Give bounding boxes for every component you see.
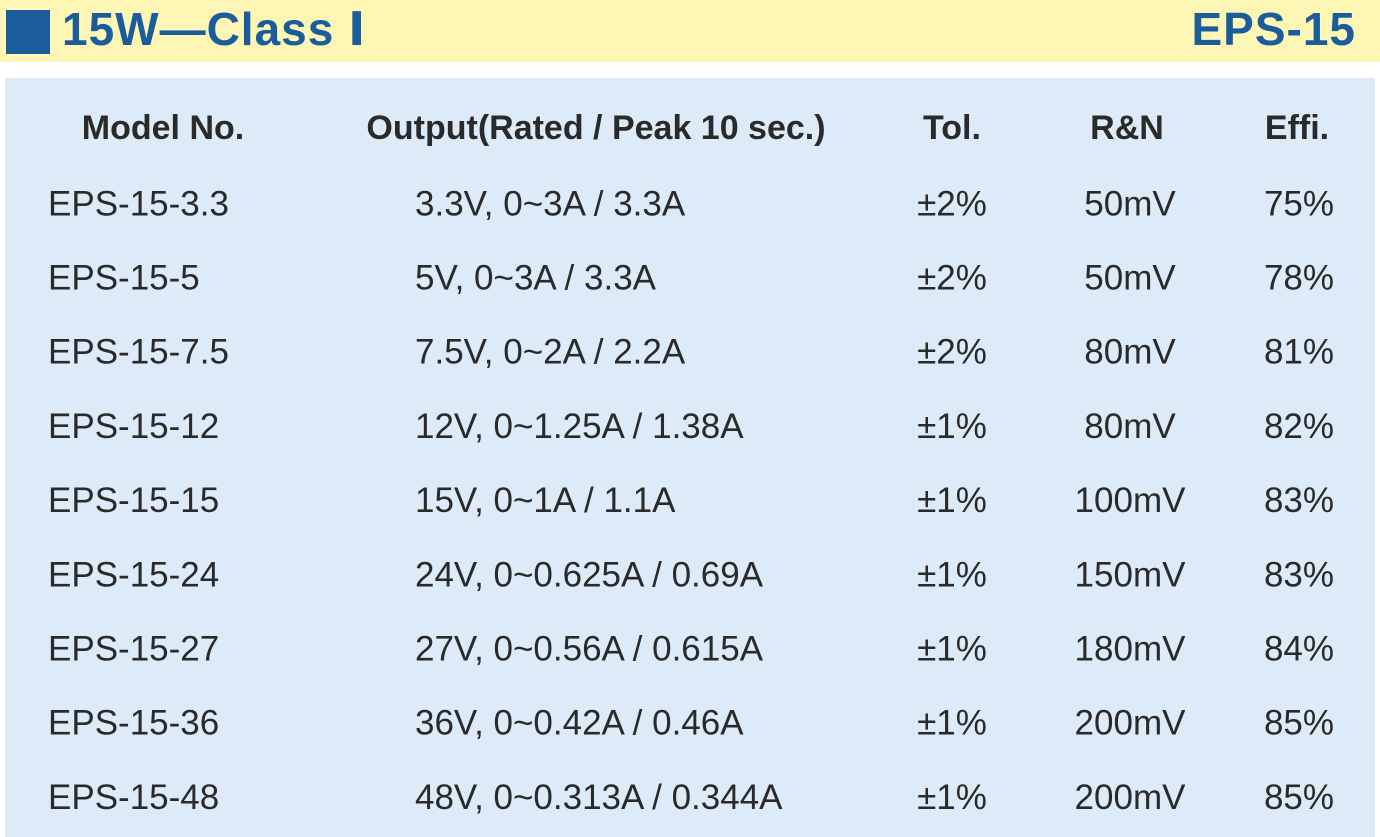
column-header: Tol. bbox=[923, 109, 981, 147]
output-cell: 7.5V, 0~2A / 2.2A bbox=[415, 333, 686, 372]
efficiency-cell: 83% bbox=[1264, 481, 1334, 520]
model-no-cell: EPS-15-7.5 bbox=[48, 333, 229, 372]
output-cell: 36V, 0~0.42A / 0.46A bbox=[415, 704, 744, 743]
model-no-cell: EPS-15-5 bbox=[48, 258, 200, 297]
ripple-noise-cell: 200mV bbox=[1075, 778, 1187, 817]
efficiency-cell: 78% bbox=[1264, 258, 1334, 297]
output-cell: 12V, 0~1.25A / 1.38A bbox=[415, 407, 744, 446]
column-header: R&N bbox=[1090, 109, 1164, 147]
ripple-noise-cell: 80mV bbox=[1084, 333, 1176, 372]
model-no-cell: EPS-15-48 bbox=[48, 778, 219, 817]
tolerance-cell: ±2% bbox=[917, 258, 987, 297]
tolerance-cell: ±1% bbox=[917, 481, 987, 520]
column-header: Effi. bbox=[1265, 109, 1329, 147]
header-title: 15W—Class Ⅰ bbox=[62, 3, 366, 55]
table-panel bbox=[5, 78, 1375, 837]
tolerance-cell: ±1% bbox=[917, 629, 987, 668]
efficiency-cell: 82% bbox=[1264, 407, 1334, 446]
header-band bbox=[0, 0, 1380, 62]
spec-table: Model No. Output(Rated / Peak 10 sec.) Tol… bbox=[48, 109, 1334, 817]
model-no-cell: EPS-15-3.3 bbox=[48, 184, 229, 223]
efficiency-cell: 83% bbox=[1264, 555, 1334, 594]
tolerance-cell: ±1% bbox=[917, 704, 987, 743]
model-no-cell: EPS-15-24 bbox=[48, 555, 219, 594]
ripple-noise-cell: 50mV bbox=[1084, 184, 1176, 223]
model-no-cell: EPS-15-12 bbox=[48, 407, 219, 446]
tolerance-cell: ±1% bbox=[917, 407, 987, 446]
model-no-cell: EPS-15-15 bbox=[48, 481, 219, 520]
tolerance-cell: ±2% bbox=[917, 184, 987, 223]
efficiency-cell: 85% bbox=[1264, 778, 1334, 817]
tolerance-cell: ±1% bbox=[917, 778, 987, 817]
ripple-noise-cell: 200mV bbox=[1075, 704, 1187, 743]
tolerance-cell: ±2% bbox=[917, 333, 987, 372]
output-cell: 27V, 0~0.56A / 0.615A bbox=[415, 629, 764, 668]
ripple-noise-cell: 150mV bbox=[1075, 555, 1187, 594]
model-no-cell: EPS-15-36 bbox=[48, 704, 219, 743]
header-square bbox=[6, 10, 50, 54]
efficiency-cell: 81% bbox=[1264, 333, 1334, 372]
output-cell: 15V, 0~1A / 1.1A bbox=[415, 481, 676, 520]
header-model: EPS-15 bbox=[1191, 3, 1356, 55]
ripple-noise-cell: 80mV bbox=[1084, 407, 1176, 446]
output-cell: 5V, 0~3A / 3.3A bbox=[415, 258, 657, 297]
output-cell: 48V, 0~0.313A / 0.344A bbox=[415, 778, 783, 817]
ripple-noise-cell: 180mV bbox=[1075, 629, 1187, 668]
ripple-noise-cell: 50mV bbox=[1084, 258, 1176, 297]
efficiency-cell: 75% bbox=[1264, 184, 1334, 223]
output-cell: 24V, 0~0.625A / 0.69A bbox=[415, 555, 764, 594]
column-header: Model No. bbox=[82, 109, 244, 147]
efficiency-cell: 85% bbox=[1264, 704, 1334, 743]
ripple-noise-cell: 100mV bbox=[1075, 481, 1187, 520]
column-header: Output(Rated / Peak 10 sec.) bbox=[366, 109, 825, 147]
efficiency-cell: 84% bbox=[1264, 629, 1334, 668]
output-cell: 3.3V, 0~3A / 3.3A bbox=[415, 184, 686, 223]
tolerance-cell: ±1% bbox=[917, 555, 987, 594]
model-no-cell: EPS-15-27 bbox=[48, 629, 219, 668]
